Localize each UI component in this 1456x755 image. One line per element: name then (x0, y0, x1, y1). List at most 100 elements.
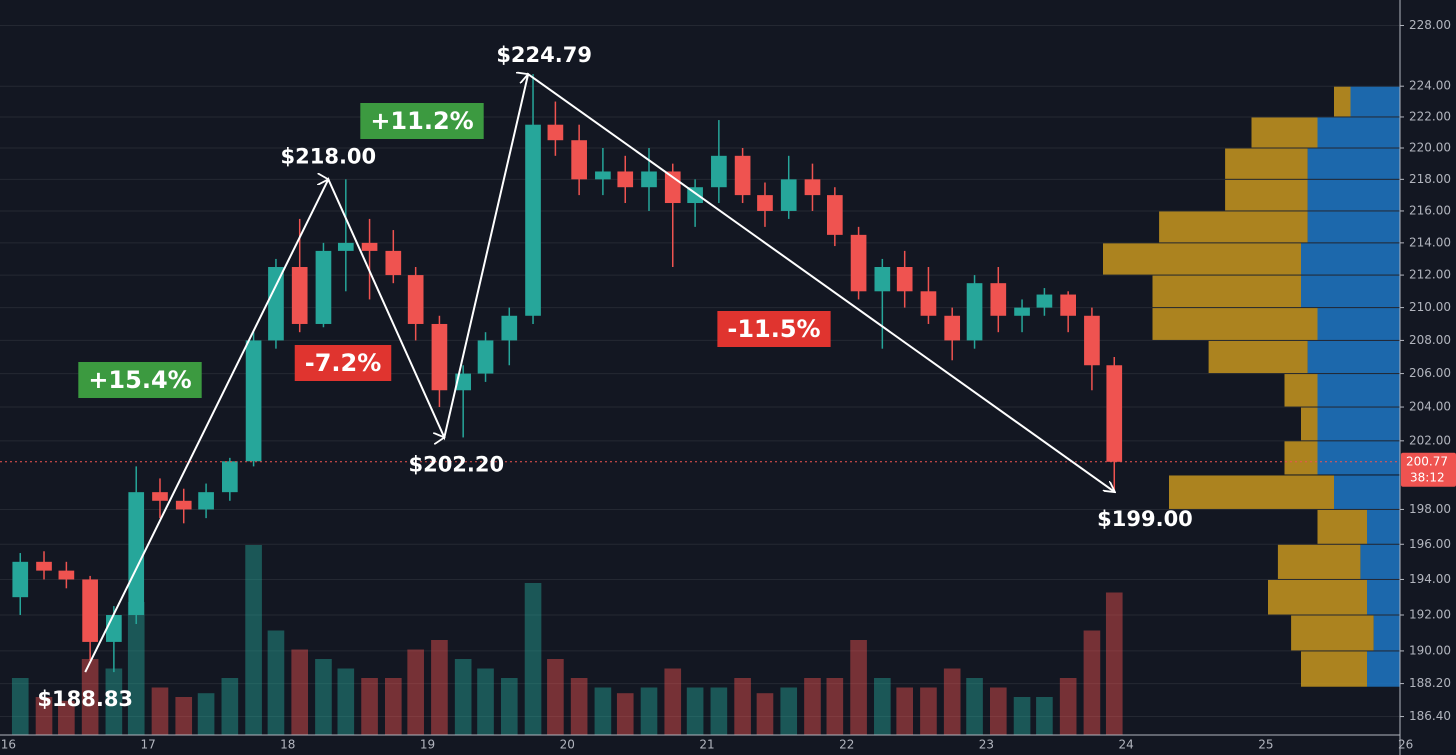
candle-body (36, 561, 52, 571)
y-tick-label: 212.00 (1409, 268, 1451, 282)
x-tick-label: 22 (839, 738, 854, 752)
y-tick-label: 204.00 (1409, 400, 1451, 414)
y-tick-label: 216.00 (1409, 203, 1451, 217)
profile-bar (1317, 407, 1400, 441)
volume-bar (197, 693, 215, 735)
price-annotation: $188.83 (37, 687, 133, 711)
x-tick-label: 21 (699, 738, 714, 752)
y-tick-label: 208.00 (1409, 333, 1451, 347)
candle-body (245, 340, 262, 462)
candle-body (106, 615, 122, 642)
profile-bar (1334, 86, 1351, 117)
candle-body (1106, 365, 1123, 462)
volume-bar (756, 693, 774, 735)
last-price-box (1401, 452, 1456, 487)
annotations: $188.83 $218.00 $202.20 $224.79 $199.00 +15.4… (0, 43, 1400, 711)
volume-bar (127, 602, 145, 735)
profile-bar (1317, 374, 1400, 407)
time-axis (0, 735, 1456, 755)
candle-body (58, 570, 75, 580)
candle-body (711, 155, 727, 188)
profile-bar (1152, 308, 1318, 340)
profile-bar (1291, 615, 1374, 651)
profile-bar (1301, 407, 1318, 441)
y-tick-label: 206.00 (1409, 366, 1451, 380)
y-tick-label: 222.00 (1409, 109, 1451, 123)
volume-bar (734, 678, 751, 735)
candle-body (431, 323, 448, 391)
volume-bar (664, 668, 682, 735)
profile-bar (1350, 86, 1400, 117)
profile-bar (1367, 509, 1400, 544)
profile-bar (1317, 441, 1400, 475)
candle-body (175, 500, 192, 510)
candle-body (222, 461, 238, 493)
profile-bar (1301, 243, 1400, 275)
profile-bar (1277, 544, 1361, 579)
swing-line (84, 74, 1115, 673)
volume-bar (477, 668, 494, 735)
volume-bar (524, 583, 542, 735)
price-annotation: $199.00 (1097, 507, 1193, 531)
y-tick-label: 220.00 (1409, 141, 1451, 155)
volume-bar (989, 687, 1007, 735)
move-label: +15.4% (88, 366, 191, 394)
volume-bar (35, 697, 53, 735)
volume-bar (1105, 592, 1123, 735)
volume-bar (11, 678, 29, 735)
volume-bar (920, 687, 937, 735)
axes: 16 17 18 19 20 21 22 23 24 25 26 228.00 224.00 222.00… (1, 18, 1456, 752)
x-tick-label: 20 (560, 738, 575, 752)
profile-bar (1317, 308, 1400, 340)
volume-bar (943, 668, 961, 735)
volume-bar (780, 687, 798, 735)
volume-bar (337, 668, 355, 735)
volume-bar (175, 697, 193, 735)
volume-bar (454, 659, 472, 735)
volume-bar (547, 659, 564, 735)
volume-bar (291, 649, 309, 735)
profile-bar (1307, 179, 1400, 211)
y-tick-label: 228.00 (1409, 18, 1451, 32)
x-tick-label: 16 (1, 738, 16, 752)
candle-body (477, 340, 494, 374)
move-label: -11.5% (727, 315, 820, 343)
candle-body (501, 315, 518, 341)
candle-body (990, 283, 1007, 316)
candle-body (128, 492, 145, 616)
candle-body (152, 492, 168, 501)
volume-bar (500, 678, 518, 735)
volume-bar (1013, 697, 1031, 735)
volume-bar (315, 659, 332, 735)
volume-bar (874, 678, 891, 735)
candle-body (617, 171, 634, 188)
candle-body (547, 124, 564, 141)
move-badge (360, 103, 484, 139)
candle-body (1060, 294, 1077, 316)
profile-bar (1208, 340, 1308, 374)
volume-bar (151, 687, 169, 735)
profile-bar (1301, 275, 1400, 308)
move-badge (294, 345, 392, 381)
candle-body (407, 275, 424, 324)
profile-bar (1169, 475, 1334, 509)
price-axis (1400, 0, 1456, 755)
profile-bar (1360, 544, 1400, 579)
candle-body (525, 124, 541, 316)
y-tick-label: 192.00 (1409, 608, 1451, 622)
candle-body (268, 266, 284, 341)
volume-bar (966, 678, 983, 735)
y-tick-label: 214.00 (1409, 235, 1451, 249)
candle-body (595, 171, 611, 180)
profile-bar (1284, 374, 1318, 407)
last-price-label: 200.77 (1406, 454, 1448, 468)
volume-bar (105, 668, 123, 735)
volume-profile (1103, 86, 1400, 687)
countdown-label: 38:12 (1410, 470, 1445, 484)
candle-body (874, 266, 891, 292)
y-tick-label: 224.00 (1409, 79, 1451, 93)
volume-bar (570, 678, 588, 735)
volume-bar (850, 640, 867, 735)
